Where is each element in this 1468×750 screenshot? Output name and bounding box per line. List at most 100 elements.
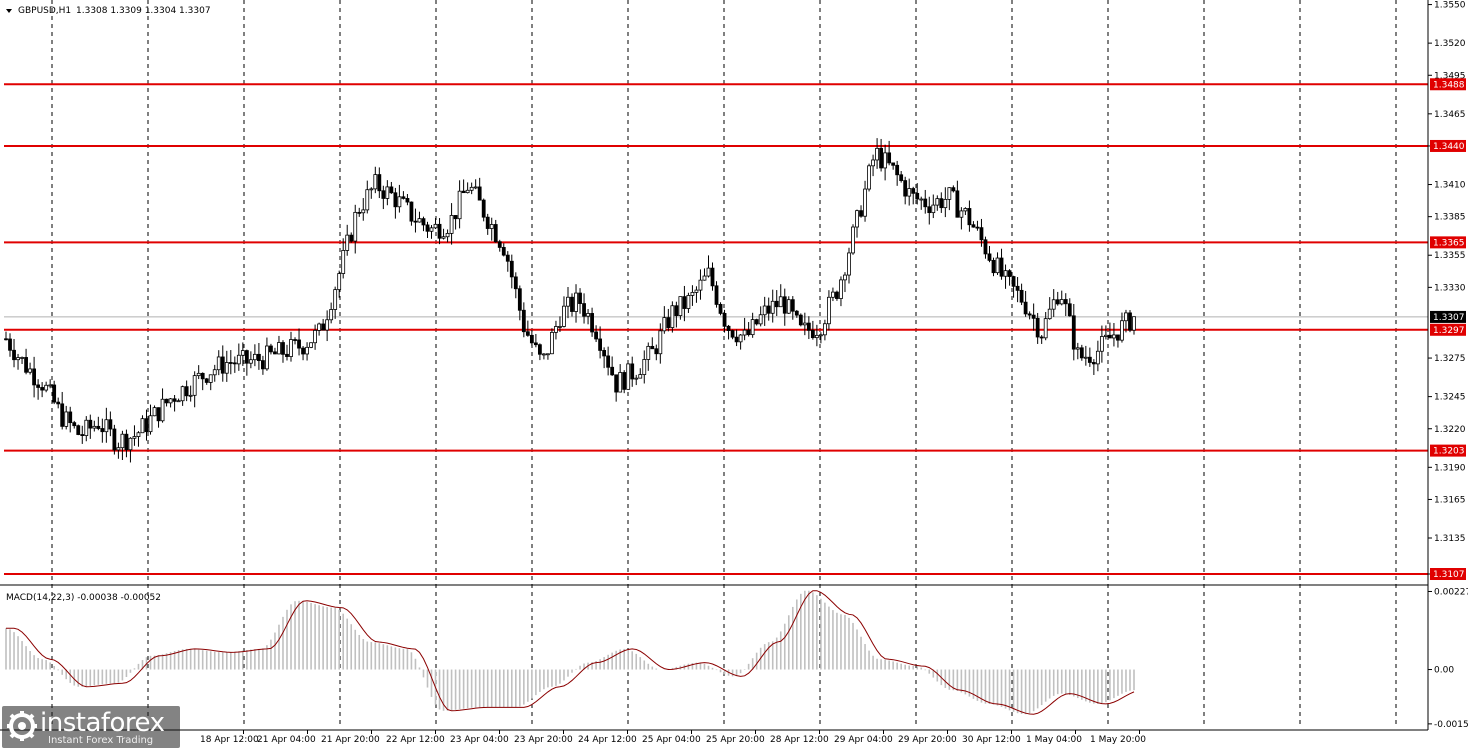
candle-body — [1120, 320, 1124, 341]
candle-body — [1007, 270, 1012, 277]
candle-body — [128, 437, 133, 451]
candle-body — [690, 291, 695, 296]
candle-body — [497, 241, 502, 248]
candle-body — [810, 329, 815, 339]
candle-body — [96, 425, 101, 429]
macd-tick-label: -0.00158 — [1434, 720, 1468, 730]
candle-body — [200, 372, 205, 380]
price-tick-label: 1.3385 — [1434, 213, 1466, 223]
candle-body — [746, 329, 751, 336]
candlestick-series — [4, 138, 1136, 463]
candle-body — [1067, 303, 1072, 317]
candle-body — [152, 407, 157, 417]
candle-body — [132, 436, 137, 439]
candle-body — [931, 204, 936, 214]
logo-brand: instaforex — [40, 708, 165, 738]
candle-body — [578, 292, 582, 304]
candle-body — [16, 357, 20, 361]
candle-body — [907, 188, 912, 197]
candle-body — [485, 216, 490, 229]
candle-body — [513, 276, 518, 290]
candle-body — [20, 357, 24, 359]
level-tag — [1430, 236, 1466, 249]
level-tag — [1430, 568, 1466, 581]
candle-body — [674, 305, 679, 317]
candle-body — [76, 425, 81, 435]
candle-body — [100, 428, 105, 433]
candle-body — [188, 394, 193, 397]
candle-body — [754, 319, 759, 325]
candle-body — [967, 208, 972, 226]
candle-body — [702, 275, 707, 281]
candle-body — [369, 188, 374, 191]
candle-body — [734, 336, 739, 343]
candle-body — [774, 300, 779, 308]
candle-body — [1015, 285, 1020, 291]
candle-body — [429, 227, 434, 232]
candle-body — [501, 247, 506, 256]
price-tick-label: 1.3330 — [1434, 283, 1466, 293]
candle-body — [437, 223, 442, 239]
candle-body — [108, 419, 113, 430]
candle-body — [84, 419, 89, 437]
current-price-label: 1.3307 — [1433, 313, 1465, 323]
candle-body — [742, 329, 747, 336]
candle-body — [1043, 318, 1048, 339]
candle-body — [758, 314, 763, 325]
candle-body — [794, 310, 799, 316]
logo-subtitle: Instant Forex Trading — [48, 735, 154, 746]
candle-body — [224, 362, 229, 374]
candle-body — [1039, 336, 1044, 339]
candle-body — [923, 198, 928, 208]
horizontal-levels — [4, 83, 1428, 576]
candle-body — [1031, 314, 1036, 319]
candle-body — [867, 165, 871, 190]
candle-body — [806, 322, 811, 331]
candle-body — [176, 400, 181, 403]
price-tick-label: 1.3495 — [1434, 71, 1466, 81]
candle-body — [686, 295, 691, 309]
candle-body — [305, 346, 309, 355]
candle-body — [385, 186, 390, 199]
candle-body — [678, 296, 683, 317]
candle-body — [590, 313, 594, 333]
candle-body — [879, 147, 884, 169]
candle-body — [586, 313, 590, 317]
candle-body — [947, 187, 952, 200]
candle-body — [594, 331, 598, 340]
candle-body — [537, 344, 542, 355]
candle-body — [847, 252, 851, 276]
candle-body — [991, 259, 996, 274]
macd-signal-line — [6, 590, 1135, 715]
candle-body — [297, 339, 301, 349]
candle-body — [558, 326, 562, 328]
candle-body — [92, 425, 97, 429]
candle-body — [277, 342, 281, 355]
candle-body — [52, 384, 57, 403]
candle-body — [252, 353, 257, 361]
candle-body — [529, 334, 534, 344]
candle-body — [670, 305, 675, 328]
candle-body — [521, 309, 526, 333]
candle-body — [899, 174, 904, 181]
candle-body — [481, 199, 486, 218]
candle-body — [891, 162, 896, 166]
candle-body — [602, 350, 607, 357]
triangle-down-icon[interactable] — [6, 9, 12, 13]
level-tag-label: 1.3203 — [1433, 447, 1465, 457]
candle-body — [413, 220, 418, 223]
candle-body — [818, 334, 823, 337]
candle-body — [778, 296, 783, 308]
candle-body — [220, 356, 225, 374]
candle-body — [598, 338, 603, 351]
candle-body — [8, 338, 12, 351]
candle-body — [104, 419, 109, 433]
candle-body — [68, 411, 73, 424]
candle-body — [357, 211, 362, 214]
candle-body — [477, 186, 482, 201]
time-label: 29 Apr 20:00 — [898, 735, 957, 745]
time-label: 22 Apr 12:00 — [386, 735, 445, 745]
candle-body — [401, 196, 406, 199]
candle-body — [943, 198, 948, 209]
